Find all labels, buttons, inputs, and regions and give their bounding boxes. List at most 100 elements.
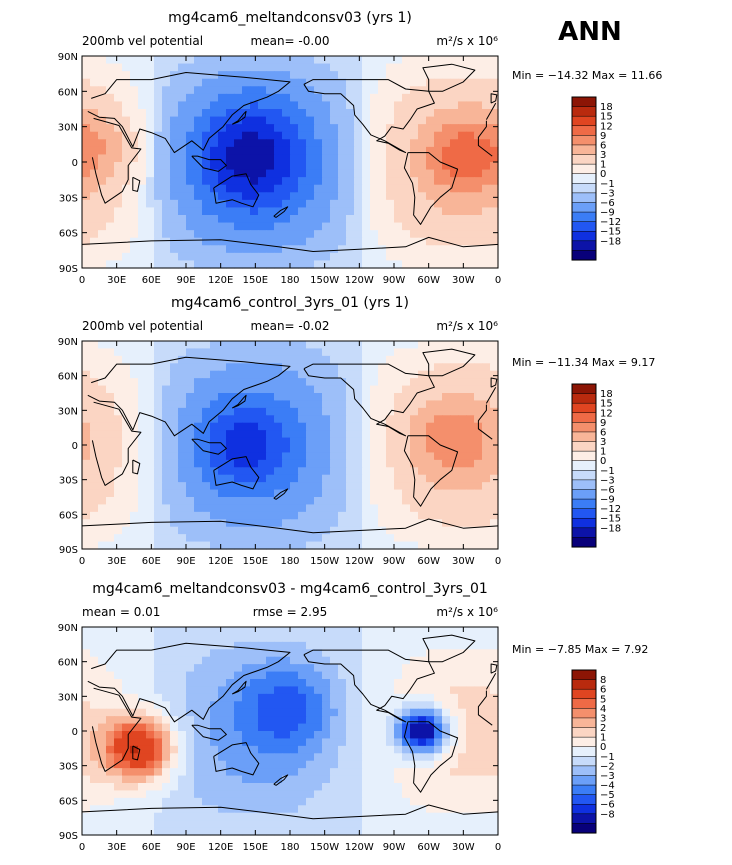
field-cell (162, 363, 171, 372)
field-cell (322, 124, 331, 133)
field-cell (322, 760, 331, 769)
colorbar-box (571, 240, 597, 251)
field-cell (194, 415, 203, 424)
field-cell (490, 534, 499, 543)
field-cell (458, 146, 467, 156)
field-cell (162, 701, 171, 710)
field-cell (234, 656, 243, 665)
field-cell (474, 355, 483, 364)
field-cell (434, 124, 443, 133)
field-cell (194, 519, 203, 528)
panel-3-units: m²/s x 10⁶ (436, 605, 498, 619)
field-cell (354, 541, 363, 550)
field-cell (266, 452, 275, 461)
field-cell (234, 693, 243, 702)
field-cell (434, 671, 443, 680)
field-cell (130, 162, 139, 171)
field-cell (354, 649, 363, 658)
field-cell (98, 708, 107, 717)
field-cell (474, 805, 483, 814)
field-cell (130, 348, 139, 357)
field-cell (282, 63, 291, 72)
field-cell (162, 139, 171, 148)
panel-3-left-label: mean = 0.01 (82, 605, 160, 619)
field-cell (162, 101, 171, 110)
field-cell (106, 63, 115, 72)
field-cell (354, 378, 363, 387)
field-cell (82, 627, 91, 636)
field-cell (418, 437, 427, 446)
field-cell (234, 370, 243, 379)
field-cell (210, 519, 219, 528)
field-cell (434, 393, 443, 402)
field-cell (154, 775, 163, 784)
field-cell (402, 504, 411, 513)
field-cell (106, 222, 115, 231)
field-cell (490, 768, 499, 777)
field-cell (458, 63, 467, 72)
colorbar-label: −9 (600, 208, 615, 219)
field-cell (186, 407, 195, 416)
field-cell (218, 482, 227, 491)
field-cell (394, 370, 403, 379)
field-cell (202, 519, 211, 528)
field-cell (322, 641, 331, 650)
field-cell (146, 192, 155, 201)
field-cell (306, 215, 315, 224)
field-cell (426, 207, 435, 216)
field-cell (122, 445, 131, 454)
field-cell (354, 452, 363, 461)
field-cell (90, 467, 99, 476)
field-cell (394, 222, 403, 231)
field-cell (418, 664, 427, 673)
field-cell (402, 519, 411, 528)
field-cell (282, 745, 291, 754)
field-cell (186, 474, 195, 483)
field-cell (290, 482, 299, 491)
field-cell (186, 489, 195, 498)
field-cell (450, 708, 459, 717)
field-cell (330, 760, 339, 769)
field-cell (306, 422, 315, 431)
field-cell (178, 686, 187, 695)
field-cell (386, 109, 395, 118)
field-cell (234, 723, 243, 732)
field-cell (474, 400, 483, 409)
panel-2: mg4cam6_control_3yrs_01 (yrs 1) 200mb ve… (58, 295, 656, 567)
field-cell (162, 415, 171, 424)
field-cell (330, 154, 339, 163)
field-cell (306, 671, 315, 680)
field-cell (114, 348, 123, 357)
field-cell (290, 341, 299, 350)
field-cell (290, 820, 299, 829)
field-cell (178, 723, 187, 732)
field-cell (450, 78, 459, 87)
field-cell (330, 56, 339, 65)
field-cell (218, 363, 227, 372)
field-cell (106, 738, 115, 747)
field-cell (194, 124, 203, 133)
field-cell (130, 131, 139, 140)
field-cell (306, 385, 315, 394)
colorbar-label: −2 (600, 761, 615, 772)
field-cell (274, 116, 283, 125)
field-cell (170, 192, 179, 201)
field-cell (482, 489, 491, 498)
field-cell (298, 341, 307, 350)
field-cell (314, 169, 323, 178)
field-cell (122, 245, 131, 254)
field-cell (218, 222, 227, 231)
madagascar-coast (132, 459, 141, 475)
field-cell (482, 192, 491, 201)
field-cell (450, 154, 459, 163)
field-cell (378, 393, 387, 402)
field-cell (258, 827, 267, 836)
field-cell (402, 116, 411, 125)
field-cell (370, 656, 379, 665)
field-cell (290, 745, 299, 754)
field-cell (290, 504, 299, 513)
field-cell (370, 805, 379, 814)
field-cell (250, 86, 259, 95)
field-cell (426, 482, 435, 491)
field-cell (130, 124, 139, 133)
